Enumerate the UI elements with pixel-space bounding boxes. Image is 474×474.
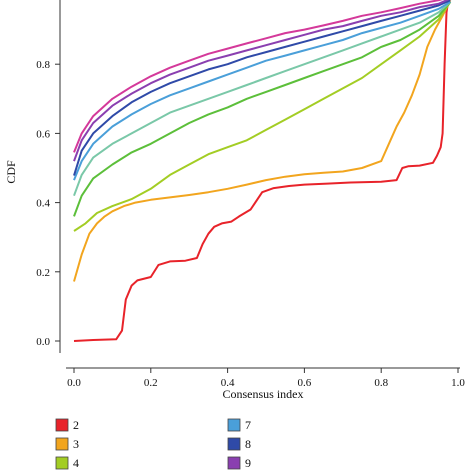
y-axis-title: CDF: [4, 160, 18, 184]
y-tick-label: 0.8: [36, 59, 50, 71]
x-tick-label: 0.4: [221, 377, 235, 389]
series-line-5: [73, 1, 452, 217]
legend-label-7: 7: [245, 418, 251, 432]
legend-swatch-4: [55, 456, 69, 470]
legend: 2 3 4 7 8 9: [55, 418, 251, 470]
series-line-10: [73, 0, 443, 153]
legend-swatch-3: [55, 437, 69, 451]
series-line-3: [73, 0, 452, 282]
series-line-4: [73, 1, 452, 232]
y-tick-label: 0.4: [36, 198, 50, 210]
y-tick-label: 0.6: [36, 128, 50, 140]
x-tick-label: 1.0: [451, 377, 465, 389]
series-line-6: [73, 1, 451, 197]
legend-swatch-8: [227, 437, 241, 451]
x-tick-label: 0.0: [67, 377, 81, 389]
legend-swatch-7: [227, 418, 241, 432]
x-tick-label: 0.8: [374, 377, 388, 389]
y-tick-label: 0.0: [36, 336, 50, 348]
x-tick-label: 0.6: [298, 377, 312, 389]
legend-label-2: 2: [73, 418, 79, 432]
legend-swatch-2: [55, 418, 69, 432]
series-lines: [73, 0, 452, 342]
axes: 0.0 0.2 0.4 0.6 0.8 1.0 0.0 0.2 0.4 0.6 0.8: [36, 0, 465, 389]
legend-label-8: 8: [245, 437, 251, 451]
series-line-9: [73, 0, 450, 162]
x-axis-title: Consensus index: [223, 387, 304, 401]
legend-swatch-9: [227, 456, 241, 470]
legend-label-9: 9: [245, 456, 251, 470]
y-tick-label: 0.2: [36, 267, 50, 279]
series-line-7: [73, 1, 451, 181]
legend-label-4: 4: [73, 456, 79, 470]
x-tick-label: 0.2: [144, 377, 158, 389]
legend-label-3: 3: [73, 437, 79, 451]
series-line-8: [73, 0, 451, 176]
series-line-2: [73, 0, 450, 342]
